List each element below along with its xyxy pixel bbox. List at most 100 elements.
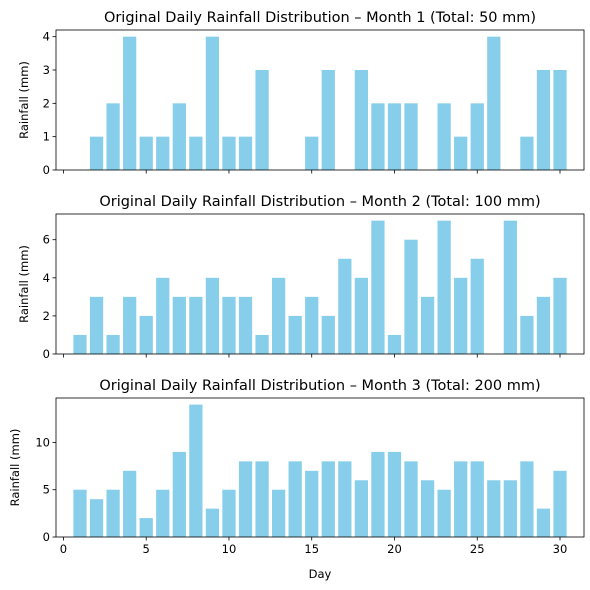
bar-day-28	[520, 461, 534, 537]
bar-day-16	[321, 315, 335, 354]
axes-frame	[55, 397, 585, 538]
bar-day-19	[371, 220, 385, 354]
chart-title: Original Daily Rainfall Distribution – M…	[99, 378, 540, 394]
bar-day-5	[139, 136, 153, 170]
x-tick-label: 15	[304, 542, 319, 556]
bar-day-7	[172, 451, 186, 537]
y-tick-label: 3	[43, 63, 50, 77]
bar-day-15	[305, 470, 319, 537]
bar-day-2	[89, 499, 104, 537]
bar-day-30	[553, 470, 567, 537]
bar-day-24	[454, 277, 468, 354]
bar-day-26	[487, 480, 501, 537]
bar-day-9	[205, 36, 220, 170]
x-tick-label: 25	[470, 542, 485, 556]
bar-day-21	[404, 103, 418, 170]
y-tick-label: 0	[43, 163, 50, 177]
chart-month-2: Original Daily Rainfall Distribution – M…	[17, 194, 585, 361]
axes-frame	[55, 213, 585, 355]
y-tick-label: 10	[35, 435, 50, 449]
bar-day-10	[222, 296, 236, 354]
bar-day-19	[371, 451, 385, 537]
bar-day-28	[520, 315, 534, 354]
bar-day-21	[404, 461, 418, 537]
bar-day-5	[139, 315, 153, 354]
bar-day-22	[420, 296, 435, 354]
bar-day-18	[354, 70, 368, 170]
bar-day-4	[123, 296, 137, 354]
bar-day-19	[371, 103, 385, 170]
y-tick-label: 4	[43, 30, 50, 44]
bar-day-21	[404, 239, 418, 354]
chart-month-1: Original Daily Rainfall Distribution – M…	[17, 10, 585, 177]
bar-day-29	[536, 508, 551, 537]
bar-day-5	[139, 518, 153, 537]
bar-day-18	[354, 480, 368, 537]
y-tick-label: 5	[43, 483, 50, 497]
bar-day-8	[189, 296, 203, 354]
bar-day-28	[520, 136, 534, 170]
x-tick-label: 30	[553, 542, 568, 556]
y-axis-label: Rainfall (mm)	[17, 245, 31, 323]
bar-day-23	[437, 489, 451, 537]
bar-day-11	[238, 296, 253, 354]
bar-day-6	[156, 277, 170, 354]
bar-day-12	[255, 334, 269, 354]
bar-day-6	[156, 136, 170, 170]
bar-day-13	[272, 489, 286, 537]
bar-day-30	[553, 70, 567, 170]
axes-frame	[55, 29, 585, 171]
bar-day-10	[222, 136, 236, 170]
bar-day-2	[89, 136, 104, 170]
bar-day-8	[189, 136, 203, 170]
bar-day-30	[553, 277, 567, 354]
bar-day-12	[255, 461, 269, 537]
bar-day-20	[387, 334, 402, 354]
bar-day-22	[420, 480, 435, 537]
bar-day-25	[470, 461, 484, 537]
bar-day-15	[305, 136, 319, 170]
y-axis-label: Rainfall (mm)	[17, 61, 31, 139]
bar-day-24	[454, 461, 468, 537]
chart-title: Original Daily Rainfall Distribution – M…	[99, 194, 540, 210]
x-axis-label: Day	[309, 567, 332, 581]
bar-day-29	[536, 70, 551, 170]
y-tick-label: 2	[43, 96, 50, 110]
bar-day-14	[288, 461, 302, 537]
bar-day-1	[73, 489, 87, 537]
bar-day-7	[172, 103, 186, 170]
x-tick-label: 10	[222, 542, 237, 556]
bar-day-3	[106, 103, 120, 170]
bar-day-17	[338, 461, 352, 537]
bar-day-9	[205, 277, 220, 354]
y-tick-label: 4	[43, 271, 50, 285]
bar-day-6	[156, 489, 170, 537]
bar-day-27	[503, 220, 517, 354]
x-tick-label: 5	[143, 542, 150, 556]
bar-day-24	[454, 136, 468, 170]
y-tick-label: 0	[43, 530, 50, 544]
bar-day-8	[189, 404, 203, 537]
bar-day-23	[437, 103, 451, 170]
y-axis-label: Rainfall (mm)	[8, 429, 22, 507]
bar-day-25	[470, 103, 484, 170]
bar-day-18	[354, 277, 368, 354]
x-tick-label: 20	[387, 542, 402, 556]
bar-day-14	[288, 315, 302, 354]
y-tick-label: 0	[43, 347, 50, 361]
chart-month-3: Original Daily Rainfall Distribution – M…	[8, 378, 585, 581]
bar-day-3	[106, 489, 120, 537]
bar-day-4	[123, 36, 137, 170]
y-tick-label: 1	[43, 130, 50, 144]
y-tick-label: 2	[43, 309, 50, 323]
bar-day-7	[172, 296, 186, 354]
bar-day-4	[123, 470, 137, 537]
bar-day-16	[321, 461, 335, 537]
bar-day-20	[387, 103, 402, 170]
y-tick-label: 6	[43, 233, 50, 247]
bar-day-9	[205, 508, 220, 537]
bar-day-13	[272, 277, 286, 354]
bar-day-25	[470, 258, 484, 354]
bar-day-16	[321, 70, 335, 170]
